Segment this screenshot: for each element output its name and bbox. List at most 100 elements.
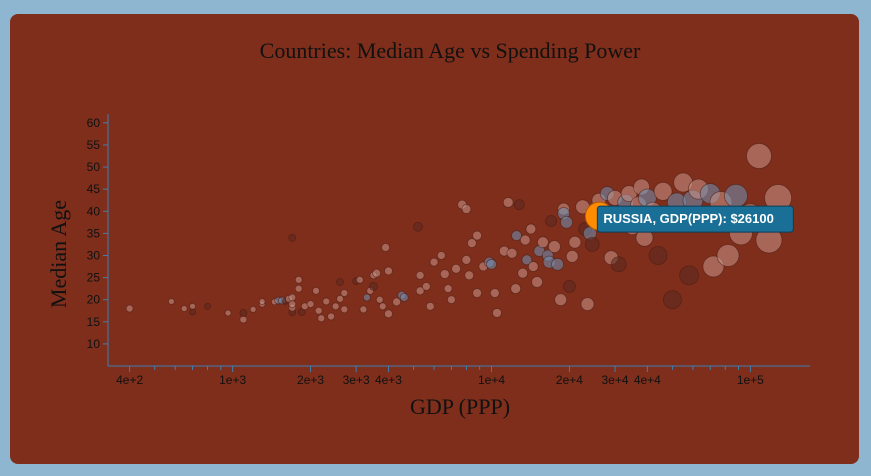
data-point[interactable] bbox=[513, 199, 525, 211]
data-point[interactable] bbox=[648, 246, 668, 265]
data-point[interactable] bbox=[336, 278, 344, 286]
data-point[interactable] bbox=[294, 275, 303, 284]
data-point[interactable] bbox=[446, 295, 456, 305]
data-point[interactable] bbox=[439, 269, 450, 279]
data-point[interactable] bbox=[517, 267, 529, 279]
scatter-chart: Countries: Median Age vs Spending Power … bbox=[46, 38, 810, 419]
data-point[interactable] bbox=[511, 230, 522, 241]
data-point[interactable] bbox=[466, 238, 477, 248]
data-point[interactable] bbox=[249, 306, 257, 313]
data-point[interactable] bbox=[413, 221, 423, 232]
y-axis: 10 15 20 25 30 35 40 45 50 55 60 bbox=[87, 114, 109, 366]
data-point[interactable] bbox=[125, 304, 134, 313]
data-point[interactable] bbox=[369, 282, 378, 291]
data-point[interactable] bbox=[362, 293, 371, 302]
x-tick-label: 2e+4 bbox=[556, 373, 583, 387]
data-point[interactable] bbox=[314, 306, 323, 315]
data-point[interactable] bbox=[180, 305, 188, 312]
data-point[interactable] bbox=[461, 254, 472, 265]
data-point[interactable] bbox=[204, 302, 211, 310]
data-point[interactable] bbox=[399, 293, 409, 302]
data-point[interactable] bbox=[560, 215, 573, 229]
data-point[interactable] bbox=[663, 290, 682, 310]
y-tick-label: 50 bbox=[87, 160, 101, 174]
data-point[interactable] bbox=[548, 240, 561, 254]
data-point[interactable] bbox=[521, 254, 533, 266]
data-point[interactable] bbox=[258, 298, 266, 305]
data-point[interactable] bbox=[189, 308, 196, 316]
data-point[interactable] bbox=[525, 223, 537, 235]
data-point[interactable] bbox=[381, 243, 391, 252]
highlight-layer: RUSSIA, GDP(PPP): $26100 bbox=[584, 201, 794, 233]
data-point[interactable] bbox=[492, 308, 502, 318]
data-point[interactable] bbox=[443, 284, 453, 294]
data-point[interactable] bbox=[531, 276, 543, 288]
data-point[interactable] bbox=[288, 293, 297, 302]
data-point[interactable] bbox=[563, 280, 576, 293]
data-point[interactable] bbox=[327, 312, 335, 321]
data-point[interactable] bbox=[429, 257, 439, 267]
y-tick-label: 40 bbox=[87, 204, 101, 218]
data-point[interactable] bbox=[322, 297, 331, 306]
data-point[interactable] bbox=[489, 288, 500, 298]
data-point[interactable] bbox=[355, 275, 364, 284]
data-point[interactable] bbox=[472, 230, 483, 241]
data-point[interactable] bbox=[336, 294, 344, 303]
x-tick-label: 1e+4 bbox=[478, 373, 505, 387]
data-point[interactable] bbox=[415, 286, 425, 296]
data-point[interactable] bbox=[288, 233, 297, 242]
data-point[interactable] bbox=[565, 249, 579, 263]
data-point[interactable] bbox=[340, 289, 349, 297]
data-point[interactable] bbox=[551, 257, 564, 271]
data-point[interactable] bbox=[568, 235, 582, 249]
data-point[interactable] bbox=[554, 293, 568, 307]
data-point[interactable] bbox=[580, 297, 595, 312]
data-point[interactable] bbox=[519, 234, 531, 246]
data-point[interactable] bbox=[653, 181, 673, 201]
data-point[interactable] bbox=[486, 258, 497, 270]
data-point[interactable] bbox=[472, 288, 483, 298]
x-tick-label: 4e+2 bbox=[116, 373, 143, 387]
data-point[interactable] bbox=[384, 266, 393, 276]
data-point[interactable] bbox=[464, 270, 475, 281]
data-point[interactable] bbox=[421, 282, 431, 291]
data-point[interactable] bbox=[239, 309, 248, 317]
data-point[interactable] bbox=[724, 183, 748, 208]
y-axis-label: Median Age bbox=[46, 200, 71, 308]
data-point[interactable] bbox=[317, 314, 326, 323]
data-point[interactable] bbox=[716, 244, 740, 267]
data-point[interactable] bbox=[224, 309, 232, 317]
data-point[interactable] bbox=[527, 261, 539, 272]
data-point[interactable] bbox=[545, 215, 558, 227]
data-point[interactable] bbox=[746, 143, 772, 169]
data-point[interactable] bbox=[288, 300, 297, 309]
data-point[interactable] bbox=[392, 297, 402, 307]
data-point[interactable] bbox=[331, 302, 340, 311]
data-point[interactable] bbox=[359, 305, 368, 314]
data-point[interactable] bbox=[584, 237, 600, 252]
data-point[interactable] bbox=[415, 270, 425, 280]
x-tick-label: 3e+4 bbox=[601, 373, 628, 387]
data-point[interactable] bbox=[340, 305, 349, 314]
data-point[interactable] bbox=[679, 265, 700, 286]
data-point[interactable] bbox=[425, 301, 435, 311]
data-point[interactable] bbox=[451, 263, 462, 274]
data-point[interactable] bbox=[372, 268, 382, 278]
data-point[interactable] bbox=[312, 286, 320, 295]
data-point[interactable] bbox=[510, 283, 522, 295]
data-point[interactable] bbox=[384, 309, 393, 319]
data-point[interactable] bbox=[167, 298, 175, 305]
data-point[interactable] bbox=[610, 256, 627, 273]
data-point[interactable] bbox=[306, 300, 315, 309]
data-point[interactable] bbox=[436, 251, 446, 260]
data-point[interactable] bbox=[375, 295, 384, 304]
data-point[interactable] bbox=[537, 236, 549, 249]
data-point[interactable] bbox=[506, 247, 518, 259]
x-tick-label: 2e+3 bbox=[297, 373, 324, 387]
data-point[interactable] bbox=[239, 315, 248, 324]
data-point[interactable] bbox=[378, 302, 387, 311]
data-point[interactable] bbox=[461, 204, 472, 214]
data-point[interactable] bbox=[502, 197, 514, 208]
data-point[interactable] bbox=[294, 284, 303, 293]
data-point[interactable] bbox=[189, 302, 196, 310]
